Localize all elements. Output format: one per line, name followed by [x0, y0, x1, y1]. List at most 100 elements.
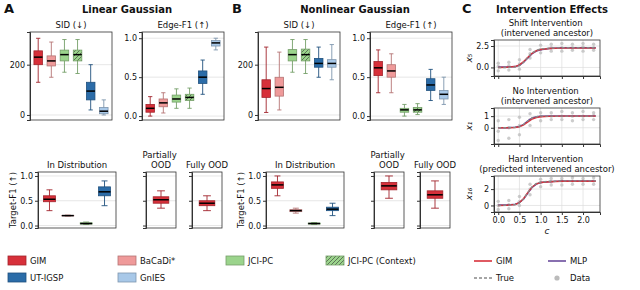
whisker-cap	[148, 96, 152, 97]
marks	[272, 176, 339, 225]
data-point	[528, 182, 531, 185]
whisker-cap	[293, 213, 299, 214]
y-tick: 0.0	[476, 63, 494, 72]
y-tick	[143, 176, 146, 177]
y-tick-label: 200	[10, 61, 25, 70]
box-chart	[371, 172, 404, 229]
data-point	[571, 119, 574, 122]
y-tick-mark	[263, 176, 266, 177]
plot-frame	[494, 176, 600, 212]
line-chart: 020.00.51.01.52.0	[484, 176, 601, 225]
y-tick: 2.5	[476, 42, 494, 51]
whisker-cap	[46, 210, 52, 211]
box	[314, 58, 323, 67]
y-tick	[143, 201, 146, 202]
legend-label: True	[495, 273, 514, 283]
median	[80, 223, 92, 225]
chart-title: Shift Intervention (intervened ancestor)	[501, 18, 593, 38]
box	[198, 71, 207, 83]
data-point	[550, 49, 553, 52]
chart-title: SID (↓)	[284, 20, 315, 30]
box-chart	[189, 172, 222, 229]
box	[275, 77, 284, 96]
plot-frame	[258, 32, 340, 120]
median	[99, 191, 111, 193]
box-chart	[417, 172, 450, 229]
y-axis: 0.00.51.0	[248, 172, 266, 231]
data-point	[528, 48, 531, 51]
y-tick-mark	[491, 189, 494, 190]
y-tick-mark	[189, 226, 192, 227]
chart-title: Hard Intervention (predicted intervened …	[479, 154, 614, 174]
median	[146, 108, 155, 110]
whisker-cap	[277, 52, 281, 53]
chart-title: No Intervention (intervened ancestor)	[501, 86, 593, 106]
legend-entry: JCI-PC	[226, 256, 273, 266]
whisker-cap	[376, 92, 380, 93]
plot-frame	[266, 172, 344, 228]
x-tick	[562, 76, 563, 79]
y-axis: 0.00.51.0	[352, 33, 370, 122]
marks	[199, 196, 215, 211]
legend-swatch	[8, 256, 26, 265]
median	[290, 210, 302, 212]
box	[308, 223, 320, 225]
marks	[497, 176, 596, 211]
panel-title: Linear Gaussian	[82, 4, 172, 15]
y-axis-line	[371, 173, 375, 229]
x-tick-label: 0.0	[492, 216, 505, 225]
legend: GIMMLPTrueData	[474, 256, 590, 283]
y-axis: 0200	[238, 33, 259, 121]
data-point	[507, 61, 510, 64]
legend-entry: UT-IGSP	[8, 273, 63, 283]
whisker-cap	[415, 114, 419, 115]
x-tick	[583, 144, 584, 147]
data-point	[550, 183, 553, 186]
data-point	[507, 118, 510, 121]
y-tick-mark	[189, 176, 192, 177]
whisker-cap	[161, 112, 165, 113]
y-tick-label: 2	[484, 185, 489, 194]
series-line	[498, 116, 596, 128]
y-axis-line	[189, 173, 193, 229]
line-chart: 01	[484, 108, 601, 147]
y-axis-line	[367, 33, 371, 121]
box-chart: 0.00.51.0	[20, 172, 116, 231]
legend-label: JCI-PC (Context)	[347, 256, 416, 266]
whisker-cap	[102, 114, 106, 115]
marks	[262, 40, 336, 113]
box	[290, 210, 302, 212]
x-tick: 2.0	[577, 212, 590, 225]
legend-entry: JCI-PC (Context)	[326, 256, 416, 266]
marks	[153, 191, 169, 208]
whisker-cap	[148, 116, 152, 117]
whisker-cap	[402, 104, 406, 105]
legend-entry: GIM	[474, 256, 512, 266]
median	[212, 42, 221, 44]
data-point	[581, 118, 584, 121]
whisker-cap	[201, 60, 205, 61]
legend-swatch	[474, 260, 492, 262]
whisker-cap	[431, 208, 439, 209]
figure: ALinear GaussianBNonlinear GaussianCInte…	[0, 0, 640, 290]
legend-swatch	[8, 273, 26, 282]
data-point	[528, 112, 531, 115]
whisker-cap	[330, 203, 336, 204]
box	[146, 104, 155, 112]
y-tick-mark	[367, 116, 370, 117]
median	[288, 54, 297, 56]
median	[100, 110, 109, 112]
y-tick-label: 0.0	[248, 222, 261, 231]
data-point	[581, 42, 584, 45]
x-axis	[495, 144, 601, 147]
y-tick-mark	[371, 176, 374, 177]
y-tick-label: 1.0	[20, 172, 33, 181]
y-tick	[189, 226, 192, 227]
y-axis-title: Target-F1 (↑)	[236, 172, 246, 229]
x-tick-mark	[519, 144, 520, 147]
y-tick-mark	[27, 65, 30, 66]
x-tick-mark	[583, 76, 584, 79]
grid-line	[370, 38, 452, 39]
plot-frame	[146, 172, 176, 228]
legend-entry: GIM	[8, 256, 46, 266]
